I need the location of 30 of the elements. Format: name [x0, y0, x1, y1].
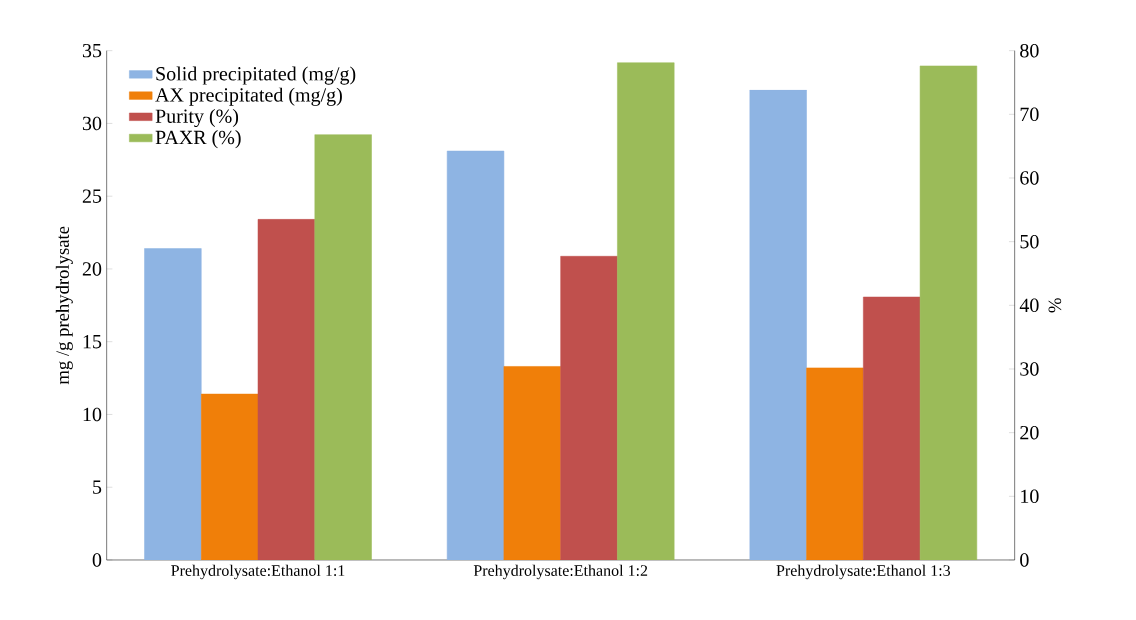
y-tick-label: 0 — [92, 553, 102, 567]
y-tick-label: 35 — [82, 43, 102, 58]
bar — [446, 150, 505, 560]
x-tick-label: Prehydrolysate:Ethanol 1:1 — [171, 564, 345, 580]
y2-tick-label: 50 — [1020, 234, 1039, 249]
bar — [257, 219, 316, 560]
y2-tick-label: 40 — [1019, 298, 1039, 313]
x-tick-label: Prehydrolysate:Ethanol 1:2 — [473, 564, 648, 580]
bar — [749, 89, 807, 560]
y2-axis-title: % — [1048, 298, 1062, 313]
y2-tick-label: 60 — [1020, 171, 1039, 185]
y2-tick-label: 70 — [1020, 107, 1039, 122]
y2-tick-label: 10 — [1021, 489, 1039, 504]
y-axis-title: mg /g prehydrolysate — [55, 226, 73, 385]
y2-tick-label: 20 — [1020, 425, 1039, 440]
legend-label: Solid precipitated (mg/g) — [156, 66, 356, 85]
y-tick-label: 10 — [83, 407, 102, 422]
y2-tick-label: 30 — [1020, 362, 1039, 376]
y2-tick-label: 0 — [1020, 553, 1029, 567]
y-tick-label: 30 — [82, 116, 102, 131]
y-tick-label: 25 — [82, 189, 102, 203]
legend-label: PAXR (%) — [155, 130, 241, 149]
bar — [144, 248, 202, 560]
y2-tick-label: 80 — [1020, 43, 1039, 58]
y-tick-label: 15 — [83, 335, 102, 349]
x-tick-label: Prehydrolysate:Ethanol 1:3 — [776, 564, 951, 580]
legend-label: Purity (%) — [155, 108, 239, 128]
legend-label: AX precipitated (mg/g) — [155, 87, 342, 106]
y-tick-label: 20 — [82, 262, 102, 276]
y-tick-label: 5 — [93, 480, 102, 494]
